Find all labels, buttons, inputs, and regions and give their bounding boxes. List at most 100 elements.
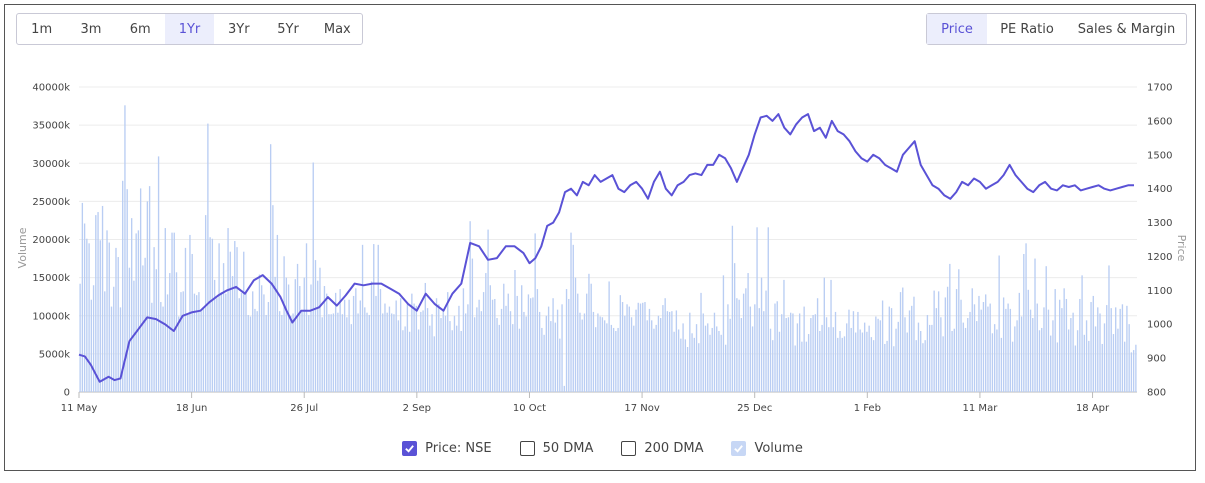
volume-bar	[776, 301, 778, 392]
range-5yr-button[interactable]: 5Yr	[277, 21, 299, 37]
range-1yr-button[interactable]: 1Yr	[164, 14, 215, 44]
legend-200dma-toggle[interactable]: 200 DMA	[621, 441, 703, 456]
y-left-tick-label: 20000k	[32, 235, 70, 246]
volume-bar	[846, 323, 848, 392]
volume-bar	[326, 293, 328, 392]
volume-bar	[1103, 323, 1106, 392]
volume-bar	[778, 331, 781, 392]
volume-bar	[426, 308, 429, 392]
volume-bar	[1126, 305, 1128, 392]
volume-bar	[92, 285, 95, 392]
volume-bar	[1056, 342, 1059, 392]
volume-bar	[756, 227, 758, 392]
volume-bar	[348, 299, 350, 392]
y-right-tick-label: 1200	[1147, 252, 1172, 263]
volume-bar	[516, 295, 518, 392]
volume-bar	[911, 305, 913, 392]
volume-bar	[1130, 352, 1133, 392]
volume-bar	[339, 289, 341, 392]
volume-bar	[95, 215, 97, 392]
volume-bar	[796, 323, 799, 392]
volume-bar	[198, 292, 200, 392]
volume-bar	[382, 313, 384, 392]
range-3yr-button[interactable]: 3Yr	[227, 21, 250, 37]
volume-bar	[204, 215, 207, 392]
volume-bar	[254, 308, 256, 392]
volume-bar	[834, 311, 837, 392]
volume-bar	[1038, 330, 1041, 392]
volume-bar	[821, 324, 823, 392]
volume-bar	[180, 292, 182, 392]
volume-bar	[395, 300, 397, 392]
volume-bar	[628, 306, 630, 392]
volume-bar	[982, 302, 985, 392]
view-sales-margin-button[interactable]: Sales & Margin	[1077, 21, 1176, 37]
volume-bar	[1029, 309, 1032, 392]
volume-bar	[1132, 350, 1135, 392]
volume-bar	[774, 303, 776, 392]
y-right-tick-label: 1700	[1147, 83, 1172, 94]
volume-bar	[110, 306, 113, 392]
volume-bar	[615, 331, 617, 392]
volume-bar	[621, 302, 624, 392]
volume-bar	[547, 306, 550, 392]
volume-bar	[456, 325, 458, 392]
volume-bar	[592, 311, 595, 392]
y-right-tick-label: 900	[1147, 354, 1166, 365]
volume-bar	[196, 295, 198, 392]
volume-bar	[740, 318, 743, 392]
volume-bar	[594, 327, 597, 392]
volume-bar	[1072, 312, 1074, 392]
volume-bar	[749, 306, 752, 392]
volume-bar	[729, 318, 731, 392]
volume-bar	[1094, 326, 1097, 392]
range-3m-button[interactable]: 3m	[80, 21, 102, 37]
range-1m-button[interactable]: 1m	[31, 21, 53, 37]
volume-bar	[635, 309, 637, 392]
volume-bar	[646, 320, 648, 392]
volume-bar	[565, 289, 568, 392]
view-pe-ratio-button[interactable]: PE Ratio	[1000, 21, 1054, 37]
volume-bar	[509, 311, 512, 392]
volume-bar	[850, 327, 852, 392]
volume-bar	[787, 317, 790, 392]
volume-bar	[473, 317, 476, 392]
volume-bar	[402, 330, 404, 392]
volume-bar	[933, 290, 935, 392]
volume-bar	[243, 251, 245, 392]
volume-bar	[579, 312, 581, 392]
volume-bar	[303, 277, 305, 392]
range-max-button[interactable]: Max	[323, 21, 351, 37]
volume-bar	[686, 347, 689, 392]
volume-bar	[680, 338, 682, 392]
volume-bar	[978, 295, 980, 392]
volume-bar	[794, 345, 796, 392]
legend-volume-toggle[interactable]: Volume	[731, 441, 803, 456]
volume-bar	[1036, 303, 1038, 392]
legend-50dma-toggle[interactable]: 50 DMA	[519, 441, 593, 456]
volume-bar	[281, 314, 283, 392]
volume-bar	[139, 188, 142, 392]
range-6m-button[interactable]: 6m	[129, 21, 151, 37]
volume-bar	[274, 276, 276, 392]
volume-bar	[924, 340, 926, 392]
volume-bar	[904, 317, 906, 392]
volume-bar	[292, 313, 294, 392]
volume-bar	[812, 314, 814, 392]
volume-bar	[202, 307, 205, 392]
volume-bar	[852, 311, 855, 392]
volume-bar	[527, 294, 530, 392]
volume-bar	[146, 201, 149, 392]
volume-bar	[229, 251, 231, 392]
legend-price-toggle[interactable]: Price: NSE	[402, 441, 492, 456]
volume-bar	[980, 309, 982, 392]
volume-bar	[561, 304, 563, 392]
view-price-button[interactable]: Price	[927, 14, 987, 44]
volume-bar	[691, 333, 693, 392]
volume-bar	[469, 221, 471, 392]
volume-bar	[247, 314, 249, 392]
volume-bar	[319, 267, 321, 392]
volume-bar	[612, 327, 615, 392]
volume-bar	[164, 228, 166, 392]
volume-bar	[222, 263, 225, 392]
